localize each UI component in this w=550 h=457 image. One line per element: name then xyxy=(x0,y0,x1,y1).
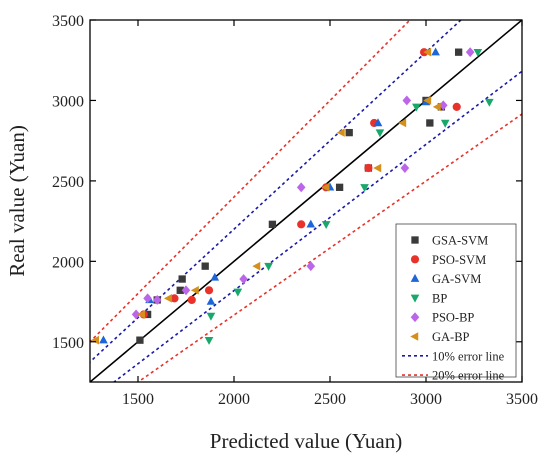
y-axis-title: Real value (Yuan) xyxy=(5,125,29,277)
legend-marker-pso-svm xyxy=(410,255,420,264)
point-bp-1 xyxy=(206,312,216,321)
legend-marker-ga-svm xyxy=(410,273,420,282)
legend-marker-ga-bp xyxy=(410,332,419,341)
point-pso-svm-3 xyxy=(204,286,214,295)
point-pso-bp-7 xyxy=(400,163,410,173)
point-gsa-svm-4 xyxy=(178,275,186,283)
legend-label-error-line-1: 10% error line xyxy=(432,349,505,363)
legend-marker-gsa-svm xyxy=(411,236,419,244)
point-ga-bp-6 xyxy=(336,128,345,137)
error-line-1-0 xyxy=(90,20,463,363)
point-ga-bp-3 xyxy=(190,285,199,295)
point-bp-2 xyxy=(233,288,243,297)
point-pso-bp-8 xyxy=(402,95,412,106)
legend-marker-pso-bp xyxy=(410,312,420,323)
point-bp-0 xyxy=(204,336,214,345)
point-pso-bp-6 xyxy=(306,261,316,272)
point-pso-svm-2 xyxy=(187,295,196,305)
point-bp-5 xyxy=(360,184,369,193)
point-ga-bp-1 xyxy=(137,310,146,319)
point-pso-svm-9 xyxy=(452,102,461,111)
point-pso-bp-1 xyxy=(143,293,152,304)
point-ga-bp-7 xyxy=(373,163,382,173)
x-tick-label: 2000 xyxy=(218,391,250,408)
x-tick-label: 2500 xyxy=(314,391,346,408)
point-gsa-svm-5 xyxy=(201,262,209,270)
point-gsa-svm-6 xyxy=(268,220,277,228)
point-pso-svm-4 xyxy=(297,220,306,229)
identity-line xyxy=(90,20,522,382)
point-ga-bp-10 xyxy=(423,96,432,105)
point-pso-bp-3 xyxy=(181,285,191,296)
point-gsa-svm-9 xyxy=(426,119,434,127)
point-pso-bp-9 xyxy=(465,47,475,58)
point-ga-bp-9 xyxy=(423,47,432,57)
point-pso-bp-4 xyxy=(239,274,248,284)
error-line-2-0 xyxy=(90,20,412,343)
x-axis-title: Predicted value (Yuan) xyxy=(210,429,402,453)
legend-label-ga-bp: GA-BP xyxy=(432,330,470,344)
point-ga-bp-5 xyxy=(321,183,330,192)
point-ga-svm-0 xyxy=(99,335,108,344)
point-bp-8 xyxy=(485,98,494,107)
point-ga-svm-2 xyxy=(206,296,216,305)
y-tick-label: 2500 xyxy=(52,174,84,191)
point-pso-bp-10 xyxy=(438,100,448,111)
legend-label-gsa-svm: GSA-SVM xyxy=(432,234,488,248)
point-pso-bp-2 xyxy=(152,295,162,305)
point-bp-6 xyxy=(375,129,385,138)
legend: GSA-SVM PSO-SVM GA-SVM BP PSO-BP GA-BP 10% err… xyxy=(395,223,517,383)
point-pso-svm-1 xyxy=(170,294,179,303)
point-gsa-svm-7 xyxy=(335,183,344,191)
point-gsa-svm-3 xyxy=(176,286,184,294)
point-bp-7 xyxy=(440,119,450,128)
y-tick-label: 1500 xyxy=(52,335,84,352)
point-pso-bp-0 xyxy=(131,309,141,320)
point-pso-svm-6 xyxy=(364,163,373,173)
point-ga-svm-3 xyxy=(210,272,220,281)
y-tick-label: 3000 xyxy=(52,93,84,110)
point-ga-bp-2 xyxy=(163,294,172,303)
point-ga-bp-8 xyxy=(398,118,407,128)
point-gsa-svm-8 xyxy=(345,128,353,137)
x-tick-label: 1500 xyxy=(122,391,154,408)
y-tick-label: 3500 xyxy=(52,13,84,30)
point-gsa-svm-0 xyxy=(136,336,144,344)
legend-label-pso-bp: PSO-BP xyxy=(432,311,474,325)
point-bp-10 xyxy=(412,103,421,112)
legend-label-pso-svm: PSO-SVM xyxy=(432,253,486,267)
point-pso-bp-5 xyxy=(296,182,306,193)
point-ga-bp-4 xyxy=(252,261,261,271)
plot-frame xyxy=(89,19,523,383)
point-ga-bp-11 xyxy=(432,102,441,112)
point-ga-svm-6 xyxy=(373,118,383,127)
point-ga-svm-4 xyxy=(306,219,316,228)
point-ga-bp-0 xyxy=(91,335,99,345)
legend-label-bp: BP xyxy=(432,291,447,305)
error-line-1-1 xyxy=(112,70,522,382)
legend-marker-bp xyxy=(410,294,420,303)
y-tick-label: 2000 xyxy=(52,254,84,271)
point-ga-svm-7 xyxy=(431,47,440,56)
x-tick-label: 3500 xyxy=(506,391,538,408)
error-line-2-1 xyxy=(136,113,522,382)
legend-label-error-line-2: 20% error line xyxy=(432,369,505,383)
point-gsa-svm-13 xyxy=(454,48,463,56)
x-tick-label: 3000 xyxy=(410,391,442,408)
point-bp-3 xyxy=(264,262,273,271)
point-bp-4 xyxy=(321,221,331,230)
legend-label-ga-svm: GA-SVM xyxy=(432,272,481,286)
point-bp-9 xyxy=(473,48,483,57)
